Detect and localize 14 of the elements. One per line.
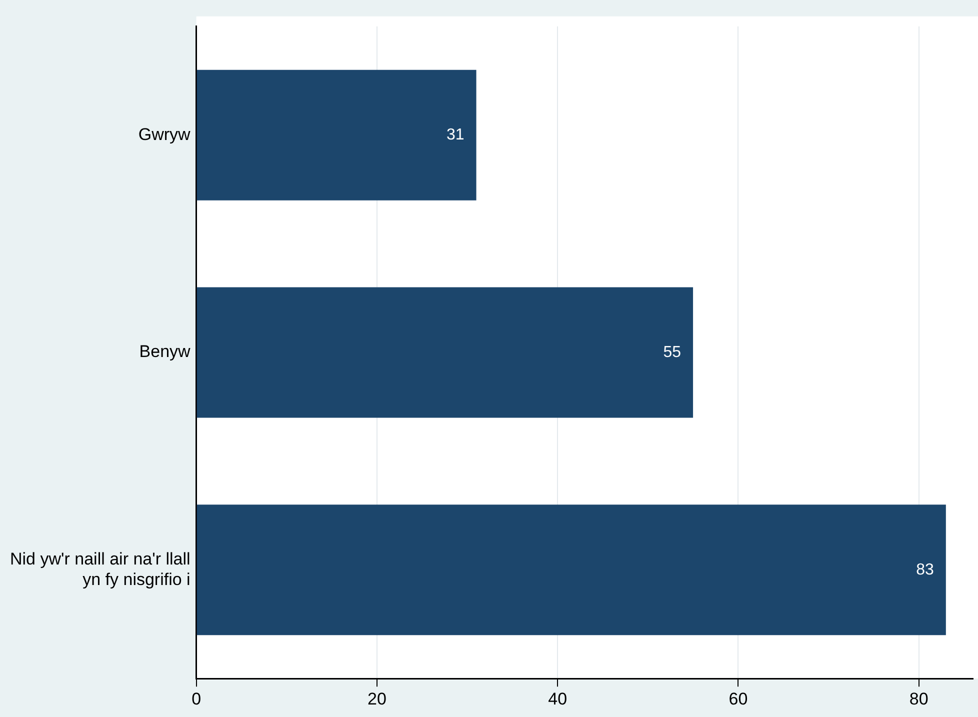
data-label: 55 bbox=[663, 344, 682, 361]
data-label: 31 bbox=[446, 126, 464, 144]
data-label: 83 bbox=[916, 561, 934, 578]
bar bbox=[196, 70, 476, 200]
x-tick-label: 20 bbox=[367, 689, 386, 708]
x-tick-label: 0 bbox=[192, 689, 202, 708]
y-tick-label: Benyw bbox=[139, 342, 192, 362]
x-tick-label: 60 bbox=[728, 689, 748, 708]
bar bbox=[196, 287, 694, 418]
y-tick-label: Gwryw bbox=[138, 124, 192, 144]
x-tick-label: 40 bbox=[548, 689, 568, 708]
y-tick-label: Nid yw'r naill air na'r llall yn fy nisgrifio i bbox=[10, 549, 190, 589]
x-tick-label: 80 bbox=[909, 689, 928, 708]
bar bbox=[196, 504, 946, 636]
